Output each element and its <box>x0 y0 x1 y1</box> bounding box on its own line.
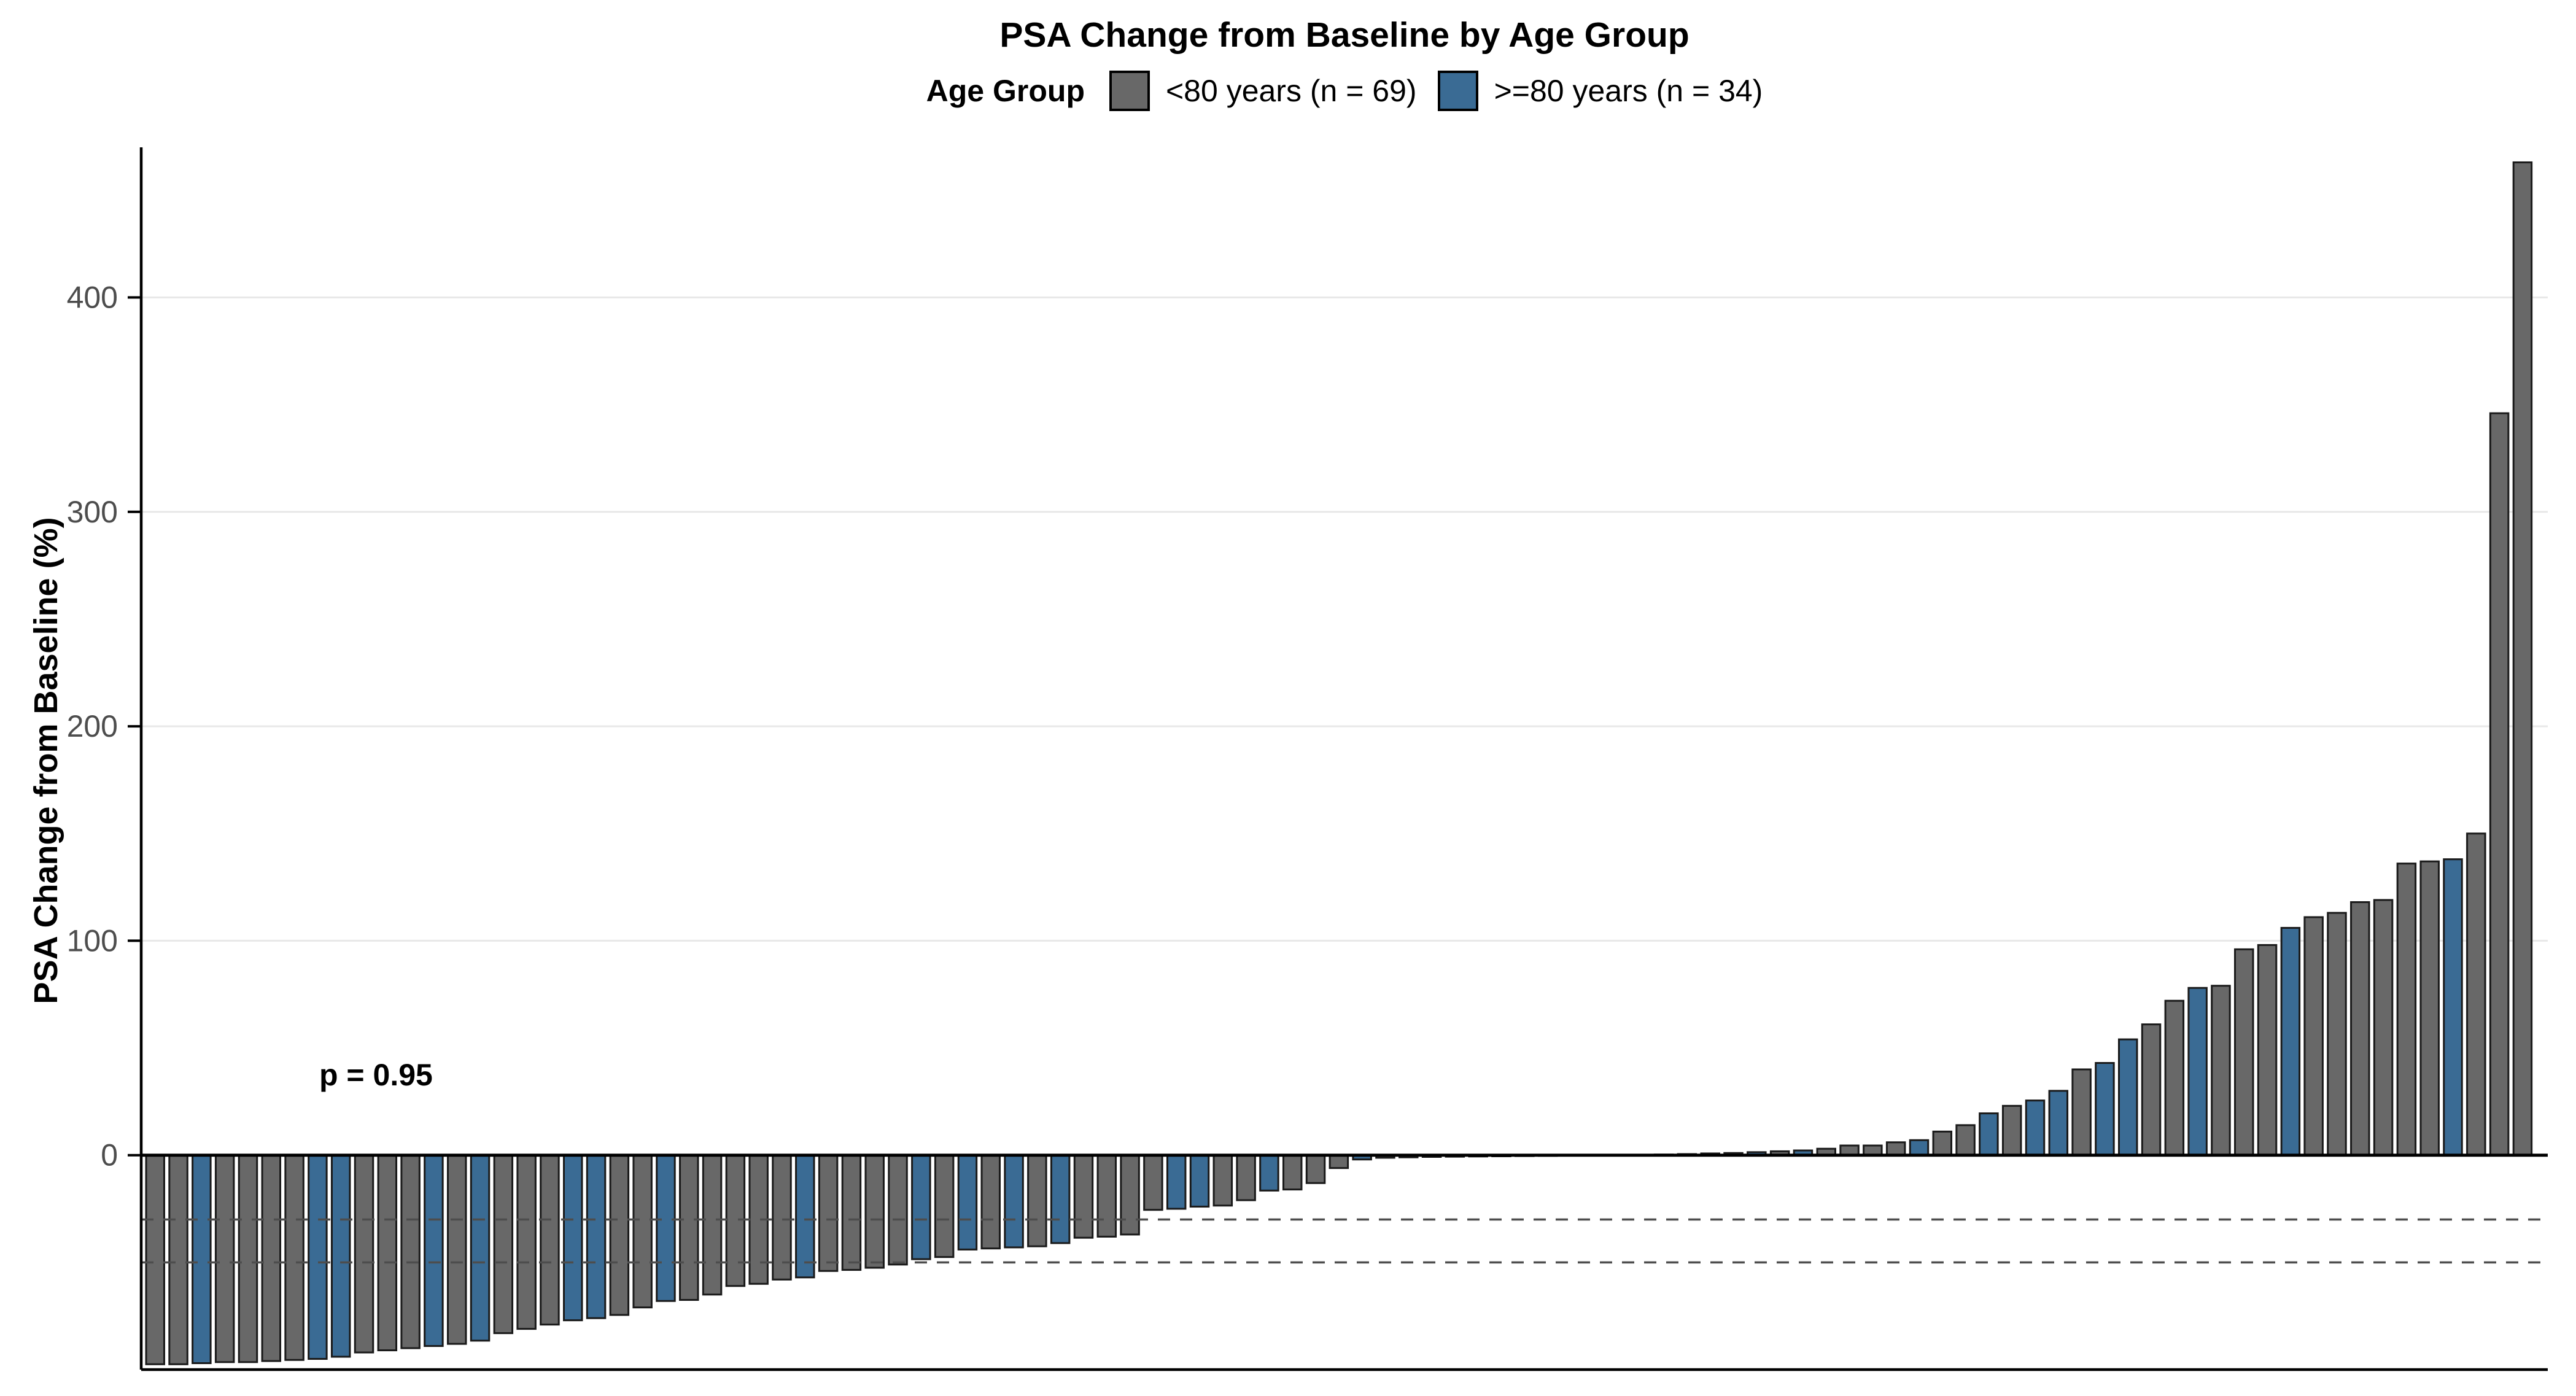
bar <box>516 1154 537 1330</box>
bar <box>2489 412 2510 1157</box>
y-tick-label-200: 200 <box>67 709 118 743</box>
legend-label-under-80: <80 years (n = 69) <box>1165 74 1417 108</box>
bar <box>145 1154 165 1365</box>
bar <box>1027 1154 1047 1247</box>
y-tick-label-400: 400 <box>67 281 118 315</box>
bar <box>1189 1154 1210 1208</box>
bar <box>2303 916 2324 1157</box>
bar <box>911 1154 931 1260</box>
bar <box>1282 1154 1303 1191</box>
bar <box>2443 858 2463 1157</box>
bar <box>1932 1130 1953 1157</box>
bar <box>214 1154 235 1363</box>
bar <box>2419 860 2440 1157</box>
bar <box>354 1154 374 1354</box>
bar <box>957 1154 978 1251</box>
bar <box>1050 1154 1071 1244</box>
bar <box>192 1154 212 1365</box>
bar <box>470 1154 491 1342</box>
bar <box>934 1154 955 1258</box>
bar <box>424 1154 444 1348</box>
bar <box>1143 1154 1163 1211</box>
bar <box>563 1154 583 1322</box>
y-tick-label-0: 0 <box>101 1138 118 1173</box>
y-tick-label-100: 100 <box>67 923 118 958</box>
bar <box>2350 901 2370 1157</box>
bar <box>888 1154 908 1266</box>
bar <box>2466 832 2486 1157</box>
bar <box>2373 899 2394 1157</box>
bar <box>446 1154 467 1345</box>
bar <box>1259 1154 1279 1192</box>
bar <box>1166 1154 1187 1210</box>
bar <box>1885 1141 1906 1157</box>
bar <box>1305 1154 1326 1184</box>
bar <box>2234 948 2254 1157</box>
bar <box>1329 1154 1349 1169</box>
bar <box>238 1154 258 1363</box>
legend: Age Group <80 years (n = 69) >=80 years … <box>141 66 2548 115</box>
bar <box>168 1154 188 1365</box>
bar <box>1909 1139 1930 1157</box>
p-value-annotation: p = 0.95 <box>319 1058 433 1092</box>
bar <box>795 1154 815 1279</box>
bar <box>493 1154 514 1335</box>
bar <box>1212 1154 1233 1207</box>
bar <box>2327 912 2347 1157</box>
bar <box>284 1154 305 1361</box>
bar <box>2164 999 2185 1157</box>
bar <box>2117 1038 2138 1157</box>
bar <box>2141 1023 2162 1157</box>
bar <box>980 1154 1001 1250</box>
bar <box>1073 1154 1094 1239</box>
legend-swatch-under-80 <box>1109 71 1150 111</box>
bar <box>656 1154 676 1302</box>
bar <box>377 1154 398 1352</box>
chart-title: PSA Change from Baseline by Age Group <box>999 15 1690 55</box>
bar <box>1955 1124 1976 1157</box>
bar <box>2187 987 2208 1157</box>
bar <box>702 1154 723 1296</box>
bar <box>818 1154 839 1272</box>
bar <box>540 1154 560 1326</box>
bar <box>2396 863 2417 1157</box>
bar <box>2071 1068 2092 1157</box>
bar <box>609 1154 630 1316</box>
bar <box>1979 1112 1999 1157</box>
bar <box>632 1154 653 1309</box>
bar <box>2280 926 2301 1157</box>
bar <box>330 1154 351 1358</box>
bar <box>864 1154 885 1269</box>
legend-item-over-80: >=80 years (n = 34) <box>1437 71 1763 111</box>
bar <box>2095 1062 2115 1157</box>
legend-label-over-80: >=80 years (n = 34) <box>1494 74 1763 108</box>
bar <box>772 1154 792 1281</box>
bar <box>2048 1090 2069 1157</box>
bar <box>1120 1154 1140 1236</box>
bar <box>1004 1154 1024 1249</box>
bar <box>261 1154 282 1362</box>
bar <box>2257 944 2278 1157</box>
y-axis-title: PSA Change from Baseline (%) <box>28 517 64 1004</box>
bar <box>2001 1104 2022 1157</box>
bar <box>1236 1154 1256 1201</box>
bar <box>1096 1154 1117 1238</box>
bar <box>679 1154 699 1301</box>
bar <box>586 1154 607 1319</box>
bar <box>2025 1099 2046 1157</box>
bar <box>400 1154 421 1349</box>
legend-swatch-over-80 <box>1437 71 1478 111</box>
legend-item-under-80: <80 years (n = 69) <box>1109 71 1417 111</box>
bar <box>2211 985 2231 1157</box>
bar <box>308 1154 328 1360</box>
legend-title: Age Group <box>926 74 1085 108</box>
bar <box>2512 161 2533 1157</box>
y-tick-label-300: 300 <box>67 495 118 529</box>
bar <box>841 1154 862 1271</box>
